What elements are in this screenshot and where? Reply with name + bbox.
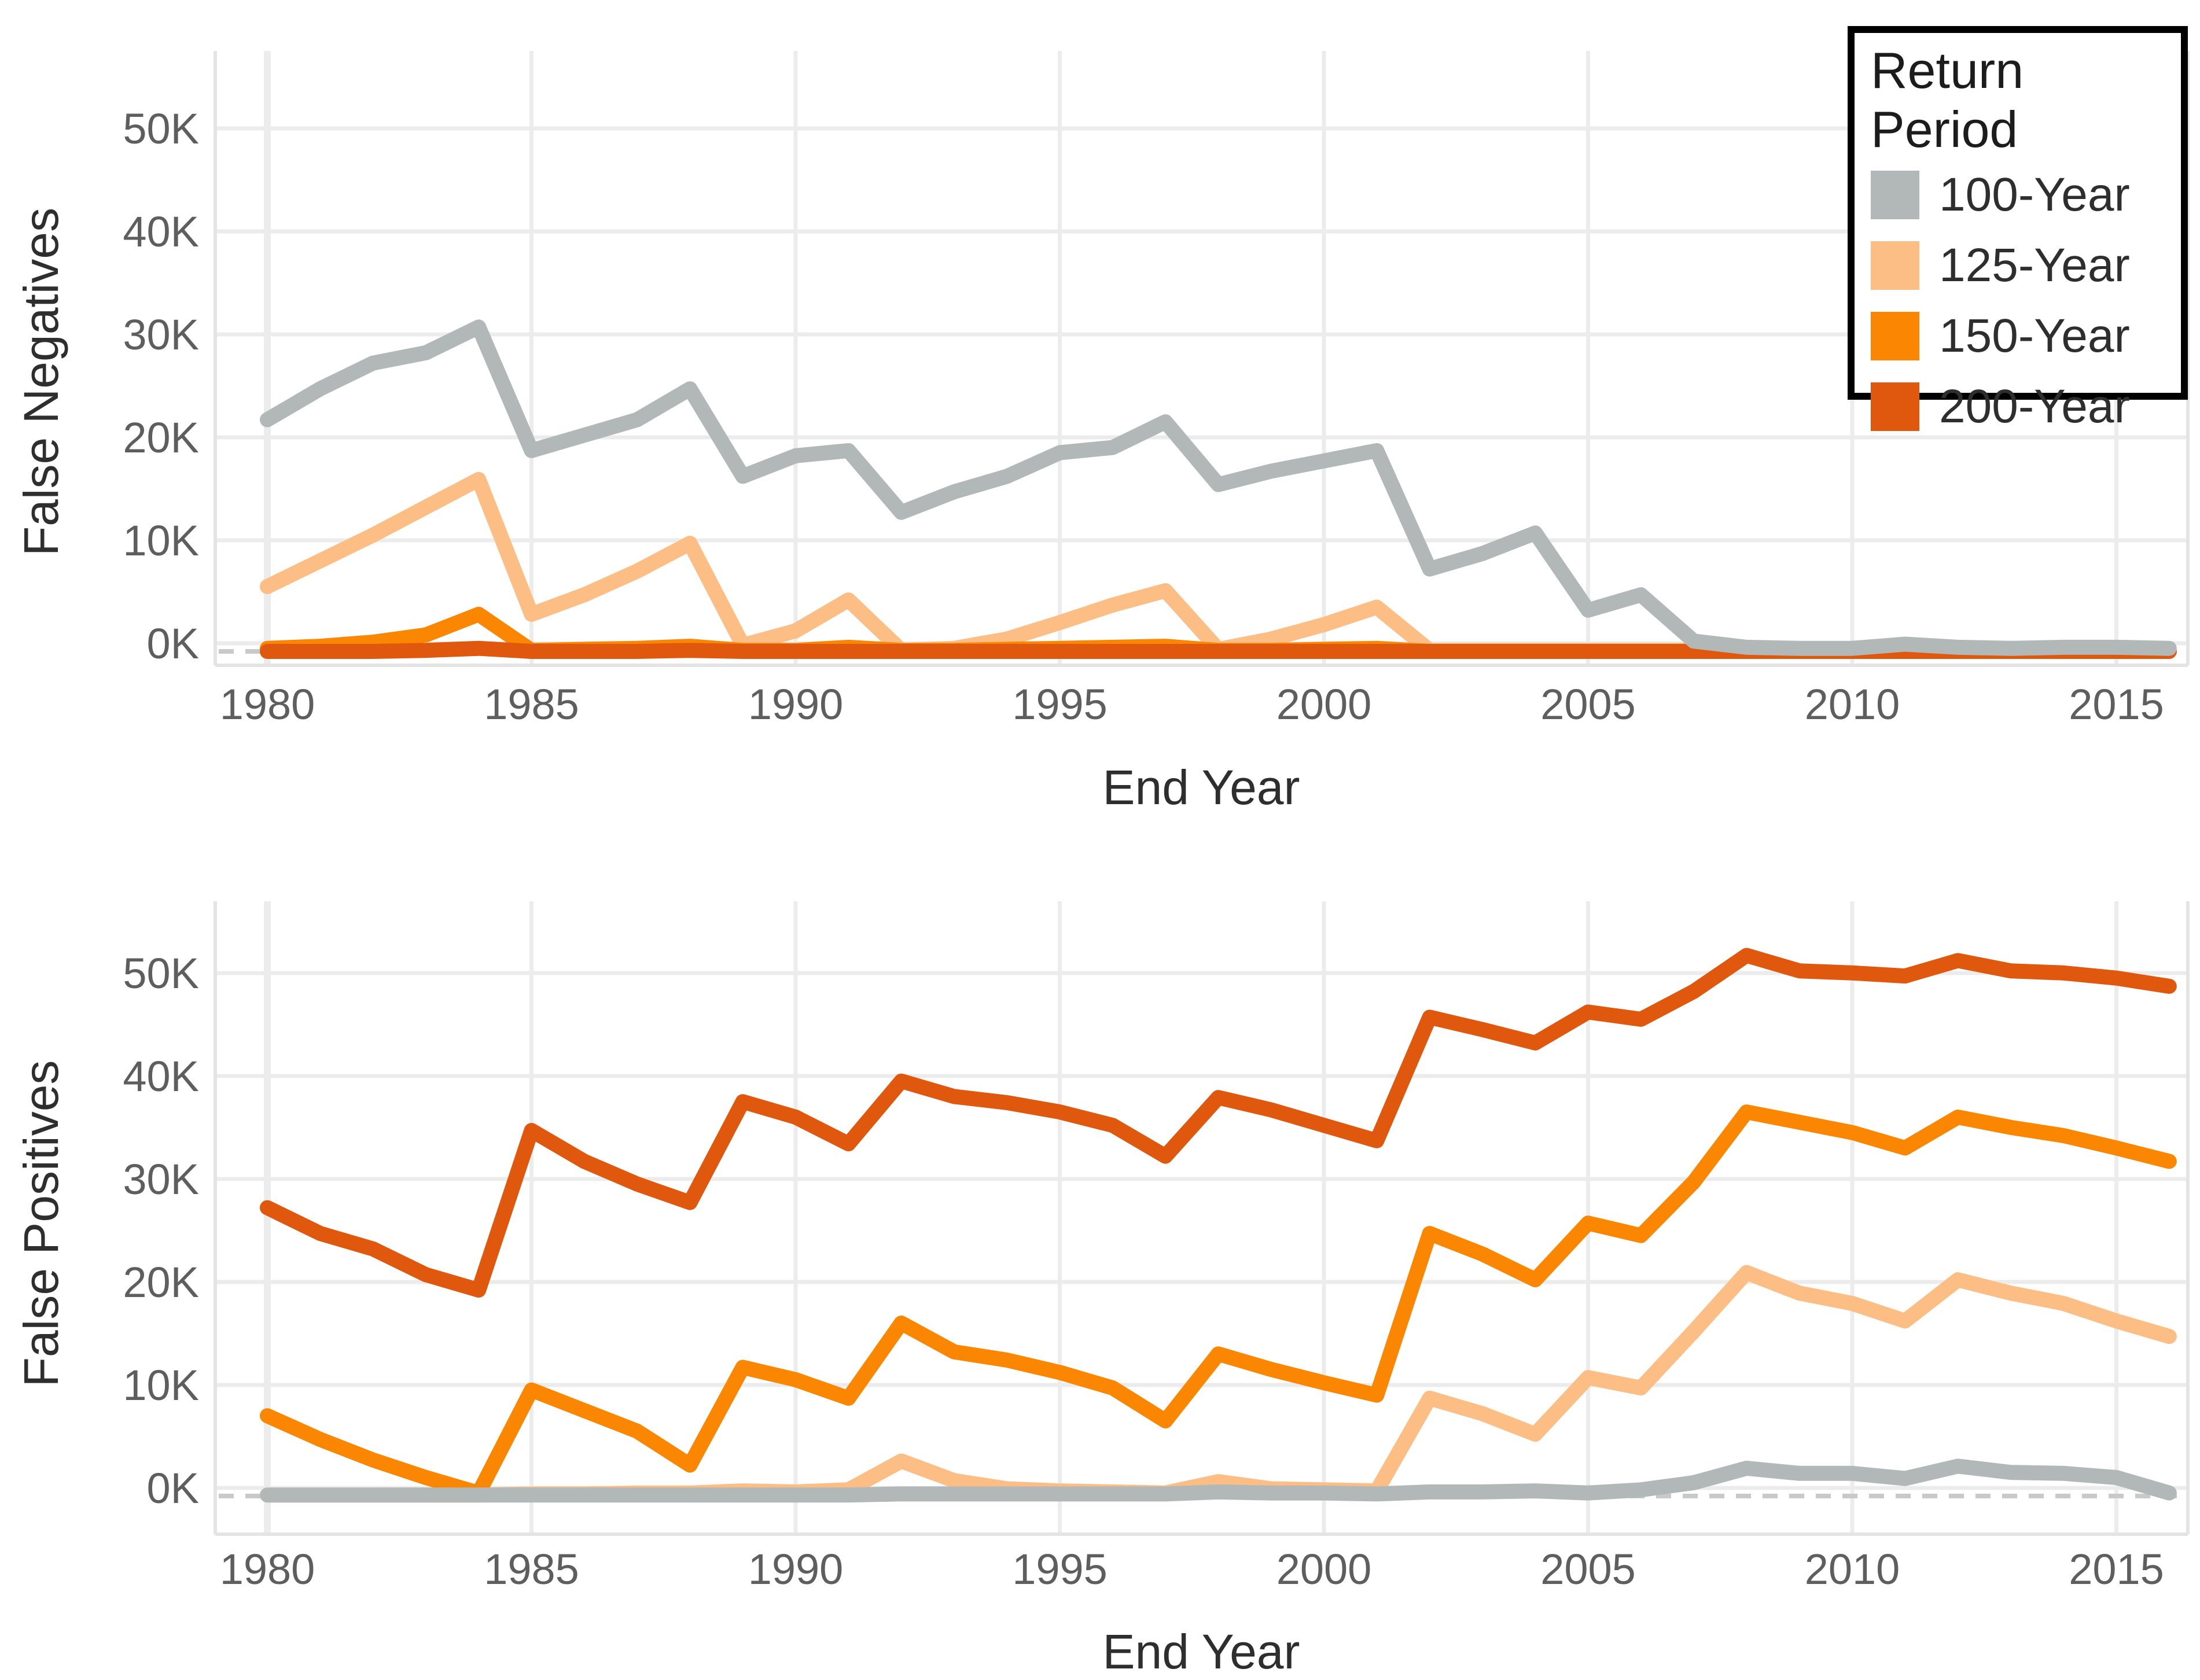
legend-swatch-200-year — [1871, 382, 1919, 431]
y-tick-label-30k: 30K — [123, 1155, 199, 1203]
x-tick-label-1980: 1980 — [220, 680, 315, 728]
x-axis-title-bottom: End Year — [1102, 1624, 1300, 1679]
y-tick-label-30k: 30K — [123, 311, 199, 359]
y-tick-label-50k: 50K — [123, 949, 199, 997]
series-line-100-year — [260, 319, 2177, 656]
legend-item-200-year[interactable]: 200-Year — [1871, 380, 2181, 433]
legend-swatch-125-year — [1871, 241, 1919, 290]
legend[interactable]: Return Period 100-Year 125-Year 150-Year 20… — [1848, 26, 2188, 433]
x-tick-label-2015: 2015 — [2069, 1545, 2164, 1593]
y-tick-label-20k: 20K — [123, 1258, 199, 1306]
x-tick-label-2015: 2015 — [2069, 680, 2164, 728]
x-tick-label-2005: 2005 — [1540, 1545, 1636, 1593]
x-tick-label-1985: 1985 — [484, 680, 579, 728]
legend-item-150-year[interactable]: 150-Year — [1871, 310, 2181, 362]
legend-label: 125-Year — [1939, 239, 2130, 292]
x-tick-label-2000: 2000 — [1276, 1545, 1372, 1593]
x-tick-label-1995: 1995 — [1012, 680, 1108, 728]
series-line-100-year — [260, 1458, 2177, 1503]
y-tick-label-0k: 0K — [146, 1464, 199, 1512]
x-axis-title-top: End Year — [1102, 760, 1300, 815]
y-tick-label-40k: 40K — [123, 1052, 199, 1100]
legend-item-100-year[interactable]: 100-Year — [1871, 168, 2181, 221]
y-tick-label-40k: 40K — [123, 208, 199, 256]
legend-label: 150-Year — [1939, 310, 2130, 362]
legend-label: 200-Year — [1939, 380, 2130, 433]
x-tick-label-1980: 1980 — [220, 1545, 315, 1593]
legend-label: 100-Year — [1939, 168, 2130, 221]
series-line-125-year — [260, 471, 2177, 658]
x-tick-label-1990: 1990 — [748, 1545, 844, 1593]
y-tick-label-20k: 20K — [123, 414, 199, 462]
series-line-200-year — [260, 948, 2177, 1298]
false-positives-chart: 0K 10K 20K 30K 40K 50K 1980 1985 1990 1995 2000 200… — [123, 901, 2190, 1593]
series-line-150-year — [260, 1104, 2177, 1501]
legend-title: Return Period — [1871, 42, 2024, 158]
x-tick-label-2000: 2000 — [1276, 680, 1372, 728]
x-tick-label-1990: 1990 — [748, 680, 844, 728]
x-tick-label-1985: 1985 — [484, 1545, 579, 1593]
legend-item-125-year[interactable]: 125-Year — [1871, 239, 2181, 292]
x-tick-label-2010: 2010 — [1805, 1545, 1900, 1593]
legend-swatch-100-year — [1871, 171, 1919, 219]
x-tick-label-2010: 2010 — [1805, 680, 1900, 728]
x-tick-label-2005: 2005 — [1540, 680, 1636, 728]
y-axis-title-false-positives: False Positives — [14, 1060, 68, 1387]
y-tick-label-0k: 0K — [146, 620, 199, 668]
y-tick-label-10k: 10K — [123, 1361, 199, 1409]
legend-swatch-150-year — [1871, 312, 1919, 360]
x-tick-label-1995: 1995 — [1012, 1545, 1108, 1593]
y-axis-title-false-negatives: False Negatives — [14, 208, 68, 556]
y-tick-label-10k: 10K — [123, 517, 199, 565]
y-tick-label-50k: 50K — [123, 105, 199, 153]
legend-rows: 100-Year 125-Year 150-Year 200-Year — [1871, 168, 2181, 433]
